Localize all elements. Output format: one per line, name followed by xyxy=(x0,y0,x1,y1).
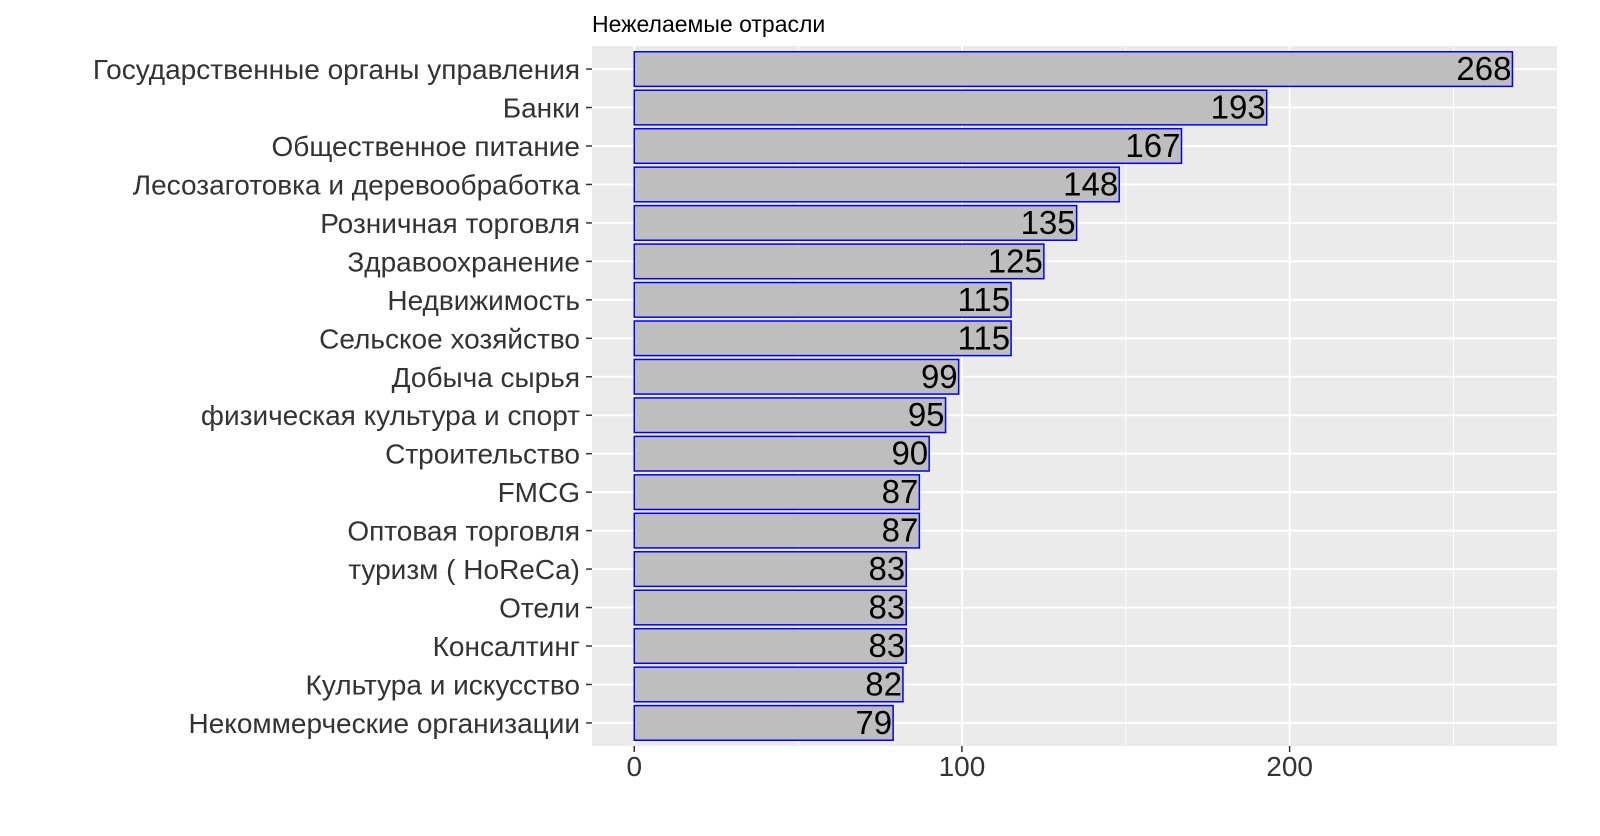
bar-value-label: 135 xyxy=(1021,204,1076,241)
bar-value-label: 79 xyxy=(855,704,892,741)
y-tick-label: Некоммерческие организации xyxy=(188,708,580,739)
y-tick-label: Здравоохранение xyxy=(347,246,580,277)
y-tick-label: Отели xyxy=(499,593,580,624)
y-tick-label: Общественное питание xyxy=(272,131,580,162)
y-tick-label: FMCG xyxy=(498,477,580,508)
y-tick-label: Оптовая торговля xyxy=(347,516,580,547)
data-labels: 2681931671481351251151159995908787838383… xyxy=(855,50,1511,741)
bar xyxy=(633,320,1012,357)
bars xyxy=(633,51,1514,741)
bar-value-label: 193 xyxy=(1211,89,1266,126)
bar-value-label: 90 xyxy=(891,435,928,472)
bar-value-label: 87 xyxy=(882,512,919,549)
y-axis: Государственные органы управления Банки Об… xyxy=(93,54,592,739)
bar xyxy=(633,358,960,395)
bar xyxy=(633,435,930,472)
bar xyxy=(633,51,1514,88)
y-tick-label: Сельское хозяйство xyxy=(319,323,580,354)
y-tick-label: Добыча сырья xyxy=(392,362,580,393)
bar xyxy=(633,474,921,511)
bar-value-label: 83 xyxy=(869,627,906,664)
bar-value-label: 115 xyxy=(957,319,1010,356)
bar xyxy=(633,281,1012,318)
x-tick-label: 100 xyxy=(939,751,986,782)
bar-value-label: 95 xyxy=(908,396,945,433)
y-tick-label: туризм ( HoReCa) xyxy=(348,554,580,585)
bar-value-label: 87 xyxy=(882,473,919,510)
x-axis: 0 100 200 xyxy=(626,746,1313,782)
bar xyxy=(633,704,894,741)
bar xyxy=(633,666,904,703)
y-tick-label: Лесозаготовка и деревообработка xyxy=(133,169,581,200)
bar-value-label: 268 xyxy=(1456,50,1511,87)
bar xyxy=(633,551,907,588)
y-tick-label: Розничная торговля xyxy=(320,208,580,239)
x-tick-label: 0 xyxy=(626,751,642,782)
bar-value-label: 115 xyxy=(957,281,1010,318)
x-tick-label: 200 xyxy=(1266,751,1313,782)
bar-value-label: 99 xyxy=(921,358,958,395)
y-tick-label: Государственные органы управления xyxy=(93,54,580,85)
y-tick-label: Культура и искусство xyxy=(306,669,580,700)
y-tick-label: физическая культура и спорт xyxy=(201,400,580,431)
bar xyxy=(633,397,947,434)
bar xyxy=(633,589,907,626)
y-tick-label: Банки xyxy=(503,93,580,124)
bar xyxy=(633,127,1183,165)
bar-value-label: 82 xyxy=(865,665,902,702)
bar xyxy=(633,512,921,549)
y-tick-label: Строительство xyxy=(385,439,580,470)
bar xyxy=(633,204,1078,241)
chart-title: Нежелаемые отрасли xyxy=(592,11,825,37)
bar-value-label: 148 xyxy=(1063,165,1118,202)
bar xyxy=(633,243,1045,280)
bar xyxy=(633,627,907,665)
bar-value-label: 83 xyxy=(869,589,906,626)
bar-value-label: 125 xyxy=(988,242,1043,279)
bar-value-label: 167 xyxy=(1125,127,1180,164)
bar xyxy=(633,89,1268,126)
bar-value-label: 83 xyxy=(869,550,906,587)
bar xyxy=(633,166,1120,203)
y-tick-label: Консалтинг xyxy=(433,631,580,662)
y-tick-label: Недвижимость xyxy=(387,285,580,316)
